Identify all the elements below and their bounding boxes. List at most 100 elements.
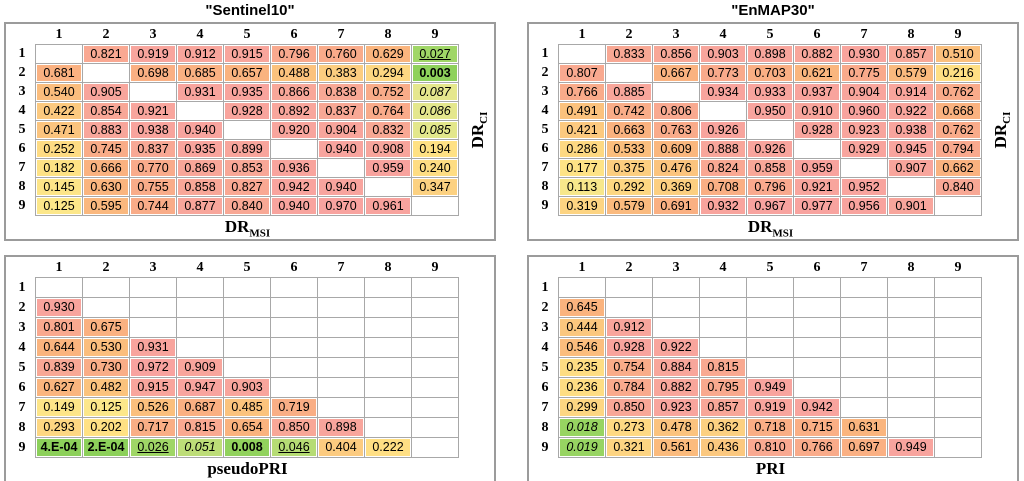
matrix-cell-value: 0.821: [84, 46, 128, 62]
matrix-cell: 0.657: [223, 63, 271, 83]
matrix-cell: 0.796: [746, 177, 794, 197]
matrix-cell: 0.476: [652, 158, 700, 178]
matrix-cell: 0.940: [176, 120, 224, 140]
matrix-cell: [652, 297, 700, 318]
matrix-cell: 0.959: [364, 158, 412, 178]
matrix-cell: 0.654: [223, 417, 271, 438]
matrix-cell: [129, 277, 177, 298]
column-header: 1: [35, 26, 83, 45]
matrix-cell: [934, 196, 982, 216]
matrix-cell: 0.383: [317, 63, 365, 83]
matrix-cell: [934, 337, 982, 358]
matrix-cell-value: 0.882: [795, 46, 839, 62]
matrix-cell: [887, 417, 935, 438]
matrix-cell-value: 0.919: [131, 46, 175, 62]
matrix-cell: [223, 277, 271, 298]
matrix-cell: 0.770: [129, 158, 177, 178]
matrix-cell-value: 0.807: [560, 65, 604, 81]
matrix-cell: 0.923: [840, 120, 888, 140]
matrix-cell: 0.485: [223, 397, 271, 418]
matrix-cell-value: 0.824: [701, 160, 745, 176]
matrix-cell: 0.177: [558, 158, 606, 178]
matrix-cell: 0.666: [82, 158, 130, 178]
x-axis-label-main: DR: [747, 217, 773, 236]
matrix-cell: 0.931: [176, 82, 224, 102]
matrix-cell: 0.942: [270, 177, 318, 197]
matrix-cell-value: 0.404: [319, 439, 363, 456]
matrix-cell-value: 4.E-04: [37, 439, 81, 456]
matrix-cell-value: 0.008: [225, 439, 269, 456]
matrix-cell-value: 0.853: [225, 160, 269, 176]
matrix-cell: 0.903: [223, 377, 271, 398]
matrix-cell: [317, 377, 365, 398]
matrix-cell: [887, 177, 935, 197]
column-header: 1: [558, 26, 606, 45]
matrix-cell: 0.914: [887, 82, 935, 102]
matrix-cell-value: 0.923: [654, 399, 698, 416]
matrix-cell-value: 0.854: [84, 103, 128, 119]
matrix-cell: [840, 317, 888, 338]
matrix-cell: [934, 297, 982, 318]
matrix-cell: 0.938: [887, 120, 935, 140]
matrix-cell-value: 0.086: [413, 103, 457, 119]
matrix-cell: 0.510: [934, 44, 982, 64]
matrix-cell-value: 0.837: [319, 103, 363, 119]
matrix-cell: 0.838: [317, 82, 365, 102]
correlation-matrix: 1 2 3 4 5 6 7 8 9 1 0.833 0.856 0.903 0.898 0.882 0.930…: [532, 26, 982, 216]
matrix-cell-value: 0.719: [272, 399, 316, 416]
matrix-cell-value: 0.202: [84, 419, 128, 436]
matrix-cell: 0.898: [746, 44, 794, 64]
matrix-cell: [270, 139, 318, 159]
matrix-cell: 0.125: [82, 397, 130, 418]
matrix-cell-value: 0.932: [701, 198, 745, 214]
matrix-cell: [887, 317, 935, 338]
row-header: 1: [532, 277, 559, 298]
row-header: 4: [9, 337, 36, 358]
matrix-cell: [699, 277, 747, 298]
matrix-cell-value: 0.922: [889, 103, 933, 119]
y-axis-label-main: DR: [467, 123, 487, 149]
matrix-cell: 0.113: [558, 177, 606, 197]
matrix-cell: 0.675: [82, 317, 130, 338]
matrix-cell-value: 0.240: [413, 160, 457, 176]
matrix-cell-value: 0.182: [37, 160, 81, 176]
matrix-cell: [223, 357, 271, 378]
matrix-cell: 0.796: [270, 44, 318, 64]
column-header: 9: [934, 259, 982, 278]
matrix-cell: 0.375: [605, 158, 653, 178]
matrix-cell-value: 0.940: [272, 198, 316, 214]
matrix-cell: 0.293: [35, 417, 83, 438]
matrix-cell-value: 0.912: [607, 319, 651, 336]
column-header: 2: [605, 259, 653, 278]
matrix-cell-value: 0.840: [936, 179, 980, 195]
matrix-cell-value: 0.915: [131, 379, 175, 396]
matrix-cell-value: 0.840: [225, 198, 269, 214]
x-axis-label: pseudoPRI: [35, 458, 460, 479]
column-header: 7: [317, 259, 365, 278]
matrix-cell-value: 0.766: [795, 439, 839, 456]
column-header: 9: [934, 26, 982, 45]
quadrant-pseudopri: 1 2 3 4 5 6 7 8 9 1 2 0.930 3 0.801 0.675 4 0.644 0.530 0.…: [4, 255, 496, 481]
y-axis-label: DRCI: [468, 112, 490, 149]
matrix-cell-value: 0.579: [889, 65, 933, 81]
matrix-cell: 0.977: [793, 196, 841, 216]
matrix-cell-value: 0.046: [272, 439, 316, 456]
matrix-cell-value: 0.113: [560, 179, 604, 195]
matrix-cell-value: 0.663: [607, 122, 651, 138]
matrix-cell-value: 0.667: [654, 65, 698, 81]
matrix-cell: [317, 277, 365, 298]
matrix-cell: 0.051: [176, 437, 224, 458]
matrix-cell-value: 0.662: [936, 160, 980, 176]
matrix-cell: 0.775: [840, 63, 888, 83]
matrix-cell: 0.125: [35, 196, 83, 216]
matrix-cell-value: 0.488: [272, 65, 316, 81]
matrix-cell-value: 0.644: [37, 339, 81, 356]
matrix-cell: [887, 397, 935, 418]
matrix-cell-value: 0.892: [272, 103, 316, 119]
matrix-cell: 0.950: [746, 101, 794, 121]
matrix-cell-value: 0.898: [748, 46, 792, 62]
y-axis-label: DRCI: [991, 112, 1013, 149]
matrix-cell: 0.854: [82, 101, 130, 121]
